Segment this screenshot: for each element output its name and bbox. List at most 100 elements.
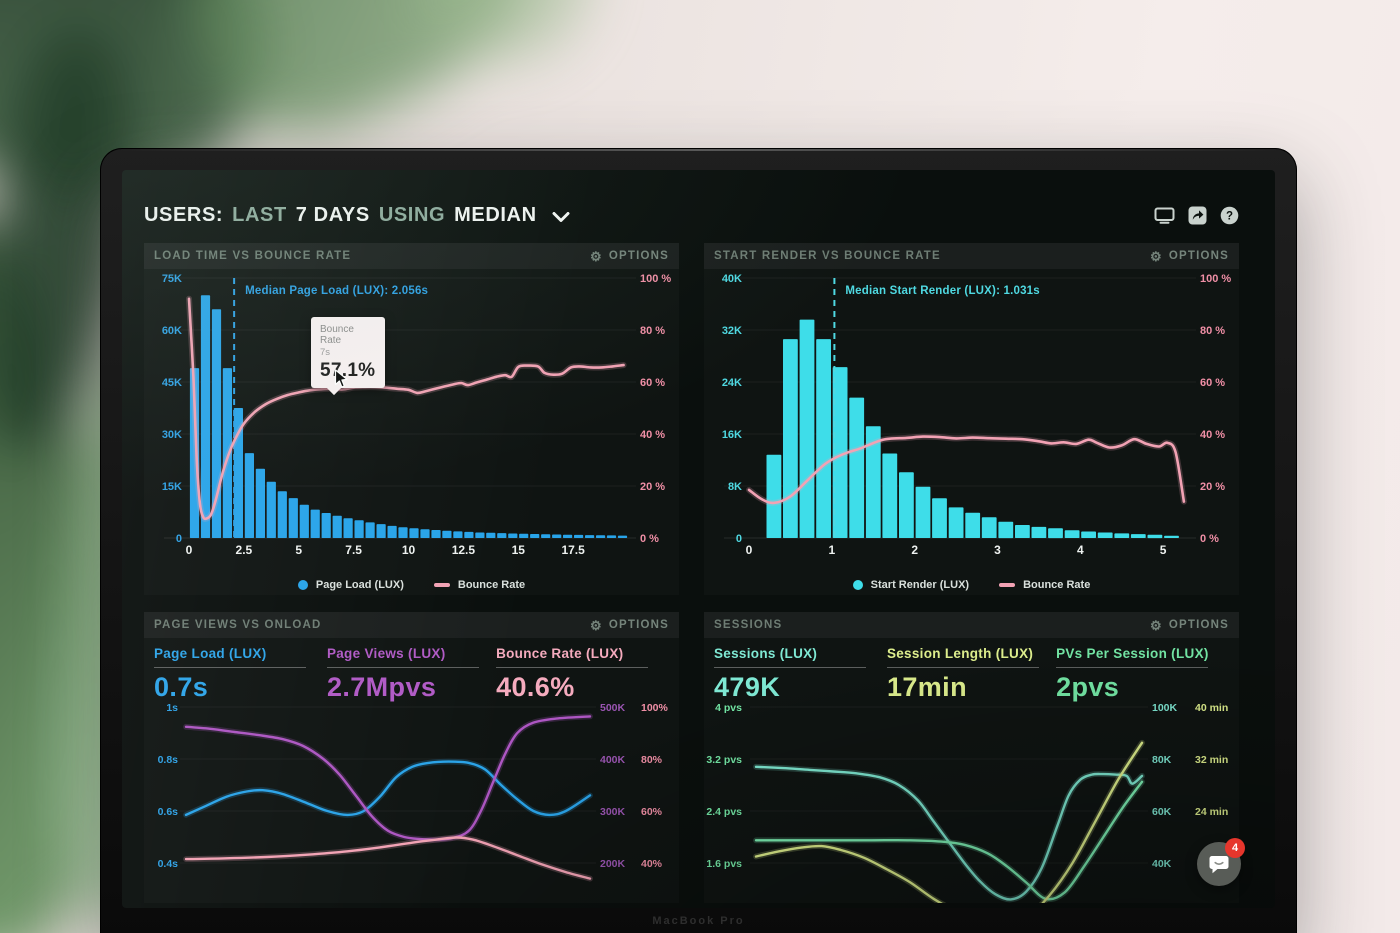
date-range-selector[interactable]: USERS: LAST 7 DAYS USING MEDIAN [144, 204, 570, 227]
help-button[interactable]: ? [1220, 206, 1239, 225]
svg-text:5: 5 [295, 543, 302, 557]
panel-title: SESSIONS [714, 619, 783, 631]
share-icon [1188, 206, 1207, 225]
svg-text:40 %: 40 % [640, 429, 665, 441]
legend-item-start-render[interactable]: Start Render (LUX) [852, 579, 969, 591]
options-button[interactable]: ⚙ OPTIONS [590, 619, 669, 632]
svg-text:60K: 60K [1152, 806, 1172, 818]
svg-text:12.5: 12.5 [452, 543, 476, 557]
svg-text:30K: 30K [162, 429, 182, 441]
svg-text:2.4 pvs: 2.4 pvs [706, 806, 742, 818]
metric-bounce-rate: Bounce Rate (LUX) 40.6% [496, 646, 669, 702]
svg-text:1.6 pvs: 1.6 pvs [706, 858, 742, 870]
svg-text:75K: 75K [162, 273, 182, 285]
series-line [183, 758, 593, 818]
svg-text:20 %: 20 % [1200, 481, 1225, 493]
metric-divider [1056, 667, 1209, 668]
legend-dot-icon [297, 580, 308, 590]
title-segment: USING [378, 204, 446, 226]
metric-value: 17min [886, 672, 967, 702]
svg-text:60 %: 60 % [1200, 377, 1225, 389]
line-plot: 4 pvs 3.2 pvs 2.4 pvs 1.6 pvs 100K 80K 60K 40K 4… [706, 702, 1228, 870]
panel-title: LOAD TIME VS BOUNCE RATE [154, 250, 352, 262]
metric-value: 479K [714, 672, 781, 702]
chat-icon [1209, 856, 1229, 874]
svg-text:40K: 40K [1152, 858, 1172, 870]
svg-text:0.6s: 0.6s [158, 806, 179, 818]
tooltip-series: Bounce Rate [320, 324, 354, 346]
metric-divider [326, 667, 479, 668]
svg-text:40K: 40K [722, 273, 742, 285]
chat-widget-button[interactable]: 4 [1197, 838, 1245, 886]
load-time-chart[interactable]: 75K 60K 45K 30K 15K 0 100 % 80 % 60 % 40 % 20 % 0 %… [144, 269, 679, 565]
metric-divider [496, 667, 649, 668]
panel-page-views: PAGE VIEWS VS ONLOAD ⚙ OPTIONS Page Load… [144, 612, 679, 903]
svg-text:8K: 8K [728, 481, 742, 493]
metric-label: Sessions (LUX) [714, 646, 818, 661]
help-icon: ? [1220, 206, 1239, 225]
options-button[interactable]: ⚙ OPTIONS [590, 250, 669, 263]
gear-icon: ⚙ [1149, 617, 1163, 633]
svg-text:40 min: 40 min [1195, 702, 1228, 714]
chart-legend: Start Render (LUX) Bounce Rate [704, 570, 1239, 600]
title-segment: MEDIAN [454, 204, 537, 226]
svg-text:60%: 60% [641, 806, 663, 818]
sessions-chart[interactable]: 4 pvs 3.2 pvs 2.4 pvs 1.6 pvs 100K 80K 60K 40K 4… [704, 700, 1239, 903]
legend-item-page-load[interactable]: Page Load (LUX) [297, 579, 404, 591]
panel-title: START RENDER VS BOUNCE RATE [714, 250, 941, 262]
legend-item-bounce-rate[interactable]: Bounce Rate [433, 579, 525, 591]
svg-text:100K: 100K [1152, 702, 1178, 714]
metrics-row: Page Load (LUX) 0.7s Page Views (LUX) 2.… [144, 638, 679, 702]
header-icons: ? [1154, 206, 1239, 225]
legend-dot-icon [852, 580, 863, 590]
svg-text:200K: 200K [600, 858, 626, 870]
svg-text:80K: 80K [1152, 754, 1172, 766]
series-line [183, 713, 593, 843]
svg-text:400K: 400K [600, 754, 626, 766]
laptop-chin: MacBook Pro [100, 908, 1297, 933]
options-button[interactable]: ⚙ OPTIONS [1150, 250, 1229, 263]
bars-group [189, 295, 628, 538]
svg-text:24K: 24K [722, 377, 742, 389]
metrics-row: Sessions (LUX) 479K Session Length (LUX)… [704, 638, 1239, 702]
panel-grid: LOAD TIME VS BOUNCE RATE ⚙ OPTIONS 75K 60… [144, 243, 1275, 903]
svg-text:40%: 40% [641, 858, 663, 870]
options-label: OPTIONS [1168, 619, 1229, 631]
options-label: OPTIONS [608, 250, 669, 262]
gear-icon: ⚙ [589, 617, 603, 633]
panel-header: START RENDER VS BOUNCE RATE ⚙ OPTIONS [704, 243, 1239, 269]
svg-text:0 %: 0 % [1200, 533, 1219, 545]
svg-text:32 min: 32 min [1195, 754, 1228, 766]
options-button[interactable]: ⚙ OPTIONS [1150, 619, 1229, 632]
svg-text:15: 15 [512, 543, 526, 557]
metric-divider [886, 667, 1039, 668]
legend-item-bounce-rate[interactable]: Bounce Rate [999, 579, 1090, 591]
metric-sessions: Sessions (LUX) 479K [714, 646, 887, 702]
svg-text:100 %: 100 % [640, 273, 671, 285]
svg-text:3.2 pvs: 3.2 pvs [706, 754, 742, 766]
panel-load-time: LOAD TIME VS BOUNCE RATE ⚙ OPTIONS 75K 60… [144, 243, 679, 595]
start-render-chart[interactable]: 40K 32K 24K 16K 8K 0 100 % 80 % 60 % 40 % 20 % 0 % M… [704, 269, 1239, 565]
svg-text:1s: 1s [166, 702, 178, 714]
svg-text:10: 10 [402, 543, 416, 557]
metric-label: Page Views (LUX) [326, 646, 446, 661]
svg-text:100 %: 100 % [1200, 273, 1231, 285]
metric-session-length: Session Length (LUX) 17min [886, 646, 1056, 702]
page-views-chart[interactable]: 1s 0.8s 0.6s 0.4s 500K 400K 300K 200K 100% 80% 60%… [144, 700, 679, 903]
legend-dash-icon [433, 583, 450, 587]
unread-badge: 4 [1225, 838, 1245, 858]
panel-header: LOAD TIME VS BOUNCE RATE ⚙ OPTIONS [144, 243, 679, 269]
metric-value: 2.7Mpvs [326, 672, 437, 702]
metric-value: 2pvs [1056, 672, 1120, 702]
display-button[interactable] [1154, 207, 1175, 224]
gear-icon: ⚙ [589, 248, 603, 264]
svg-text:60K: 60K [162, 325, 182, 337]
share-button[interactable] [1188, 206, 1207, 225]
svg-text:?: ? [1226, 211, 1233, 223]
svg-text:20 %: 20 % [640, 481, 665, 493]
options-label: OPTIONS [608, 619, 669, 631]
panel-header: PAGE VIEWS VS ONLOAD ⚙ OPTIONS [144, 612, 679, 638]
gear-icon: ⚙ [1149, 248, 1163, 264]
svg-text:15K: 15K [162, 481, 182, 493]
